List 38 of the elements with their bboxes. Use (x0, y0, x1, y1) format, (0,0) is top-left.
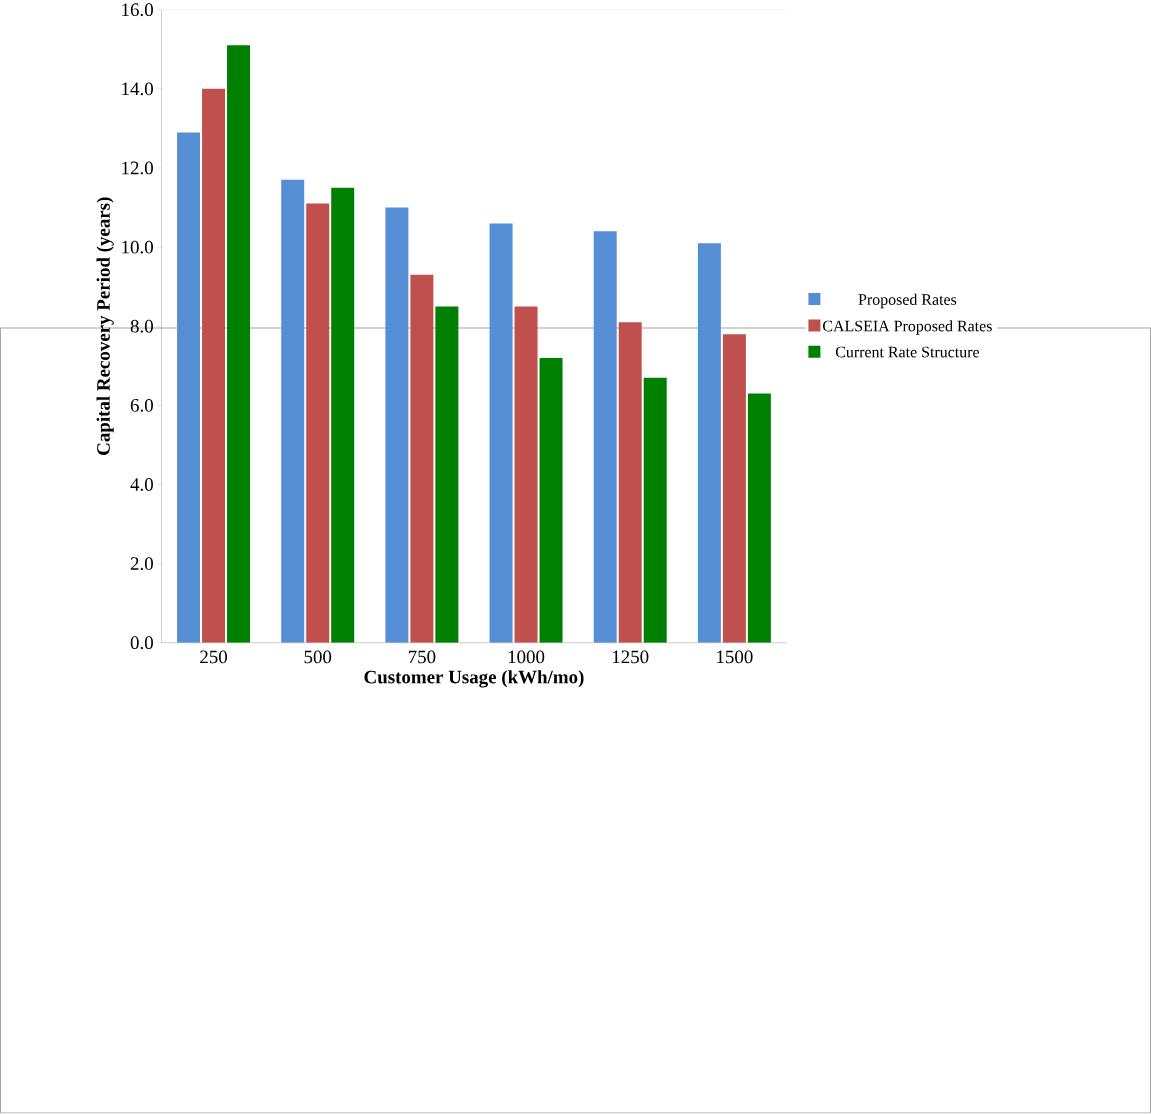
legend-label: Current Rate Structure (835, 346, 980, 358)
y-tick-label: 0.0 (130, 636, 153, 650)
bar (177, 132, 201, 643)
y-tick-label: 6.0 (130, 399, 153, 413)
y-tick-label: 10.0 (122, 240, 153, 254)
y-tick-label: 16.0 (122, 3, 153, 17)
bar (514, 306, 538, 643)
bar (306, 203, 330, 643)
y-tick-label: 8.0 (130, 320, 153, 333)
bar (331, 187, 355, 643)
x-tick-label: 1500 (717, 650, 753, 664)
bar (593, 231, 617, 643)
bar (539, 358, 563, 643)
y-tick-label: 2.0 (130, 557, 153, 571)
bar (202, 89, 226, 643)
y-tick-label: 12.0 (122, 161, 153, 175)
y-tick-label: 14.0 (122, 82, 153, 96)
x-tick-label: 500 (304, 650, 332, 664)
y-axis-title: Capital Recovery Period (years) (96, 197, 114, 456)
x-tick-label: 250 (200, 650, 228, 664)
bar (435, 306, 459, 643)
x-tick-label: 1250 (612, 650, 649, 664)
bar (227, 45, 251, 643)
bar (722, 334, 746, 643)
bar (281, 180, 305, 643)
legend-label: Proposed Rates (858, 293, 957, 309)
bar (697, 243, 721, 643)
bar (410, 275, 434, 643)
x-axis-title: Customer Usage (kWh/mo) (364, 670, 584, 688)
bar (643, 377, 667, 643)
bar (618, 322, 642, 643)
x-tick-label: 1000 (508, 650, 545, 664)
bar (385, 207, 409, 643)
legend-label: CALSEIA Proposed Rates (823, 320, 992, 335)
bar (747, 393, 771, 643)
y-tick-label: 4.0 (130, 478, 153, 492)
x-tick-label: 750 (408, 650, 436, 664)
bar (489, 223, 513, 643)
